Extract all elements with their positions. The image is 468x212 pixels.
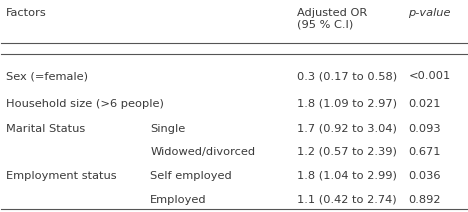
Text: 0.021: 0.021 bbox=[409, 99, 441, 109]
Text: Sex (=female): Sex (=female) bbox=[6, 71, 88, 81]
Text: 0.892: 0.892 bbox=[409, 195, 441, 205]
Text: Widowed/divorced: Widowed/divorced bbox=[150, 147, 256, 157]
Text: 0.093: 0.093 bbox=[409, 124, 441, 134]
Text: Household size (>6 people): Household size (>6 people) bbox=[6, 99, 164, 109]
Text: 1.7 (0.92 to 3.04): 1.7 (0.92 to 3.04) bbox=[297, 124, 397, 134]
Text: <0.001: <0.001 bbox=[409, 71, 451, 81]
Text: Marital Status: Marital Status bbox=[6, 124, 85, 134]
Text: 1.8 (1.09 to 2.97): 1.8 (1.09 to 2.97) bbox=[297, 99, 397, 109]
Text: Self employed: Self employed bbox=[150, 171, 232, 181]
Text: 1.8 (1.04 to 2.99): 1.8 (1.04 to 2.99) bbox=[297, 171, 397, 181]
Text: Single: Single bbox=[150, 124, 185, 134]
Text: 0.036: 0.036 bbox=[409, 171, 441, 181]
Text: Employed: Employed bbox=[150, 195, 207, 205]
Text: p-value: p-value bbox=[409, 8, 451, 18]
Text: Employment status: Employment status bbox=[6, 171, 117, 181]
Text: 1.1 (0.42 to 2.74): 1.1 (0.42 to 2.74) bbox=[297, 195, 396, 205]
Text: Factors: Factors bbox=[6, 8, 47, 18]
Text: 0.671: 0.671 bbox=[409, 147, 441, 157]
Text: 1.2 (0.57 to 2.39): 1.2 (0.57 to 2.39) bbox=[297, 147, 397, 157]
Text: Adjusted OR
(95 % C.I): Adjusted OR (95 % C.I) bbox=[297, 8, 367, 29]
Text: 0.3 (0.17 to 0.58): 0.3 (0.17 to 0.58) bbox=[297, 71, 397, 81]
